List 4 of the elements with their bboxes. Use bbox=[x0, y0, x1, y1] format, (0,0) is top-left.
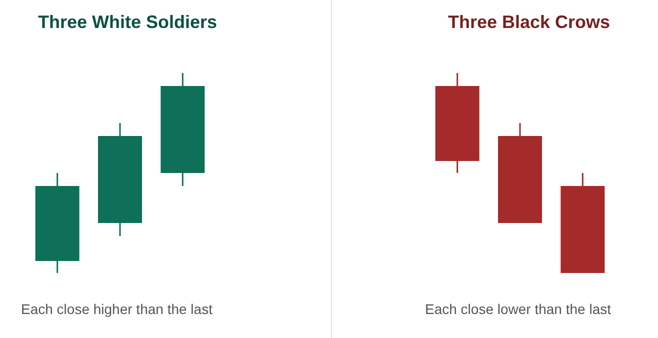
chart-title: Three White Soldiers bbox=[38, 12, 218, 32]
chart-title: Three Black Crows bbox=[448, 12, 610, 32]
text: Each close lower than the last bbox=[425, 301, 612, 317]
text: Each close higher than the last bbox=[21, 301, 213, 317]
